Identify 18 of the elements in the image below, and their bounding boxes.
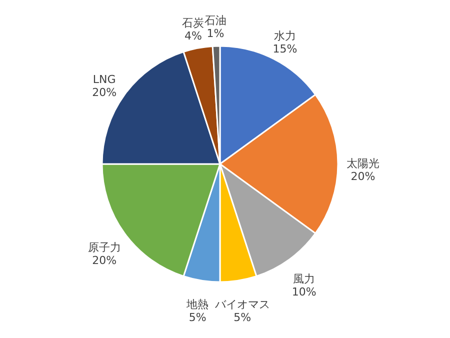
slice-label: 石油 — [204, 14, 227, 28]
slice-label: バイオマス — [214, 298, 270, 312]
data-label: 15% — [272, 42, 298, 56]
data-label: 1% — [206, 27, 224, 40]
data-label: 5% — [234, 311, 252, 324]
slice-label: 太陽光 — [346, 157, 380, 170]
data-label: 20% — [92, 254, 117, 268]
slice-label: 風力 — [293, 272, 316, 286]
data-label: 4% — [184, 30, 202, 43]
slice-label: LNG — [92, 72, 116, 86]
data-label: 20% — [92, 86, 117, 99]
slice-label: 石炭 — [182, 16, 204, 30]
slice-label: 水力 — [274, 30, 296, 43]
data-label: 5% — [188, 311, 206, 324]
slice-label: 地熱 — [186, 298, 209, 312]
data-label: 20% — [350, 170, 376, 183]
data-label: 10% — [292, 286, 316, 299]
slice-label: 原子力 — [88, 241, 121, 254]
